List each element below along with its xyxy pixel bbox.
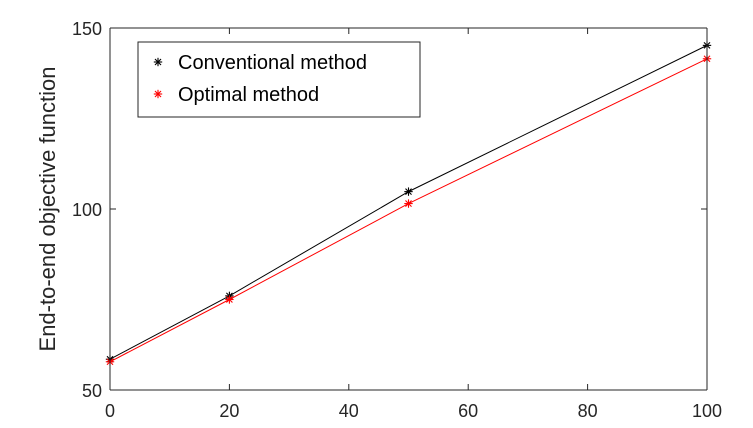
legend-marker-stroke <box>154 58 162 66</box>
legend-label: Optimal method <box>178 84 319 106</box>
series-2-point <box>404 199 413 208</box>
legend-marker <box>153 89 163 99</box>
series-1-line <box>109 44 708 360</box>
legend-marker-stroke <box>154 90 162 98</box>
x-tick-label: 60 <box>458 401 478 421</box>
legend-box <box>137 41 421 118</box>
x-tick-label: 20 <box>219 401 239 421</box>
series-1-point <box>404 187 413 196</box>
y-tick-label: 100 <box>72 200 102 220</box>
legend: Conventional method Optimal method <box>137 41 421 118</box>
x-tick-label: 80 <box>578 401 598 421</box>
series-1-point-stroke <box>405 188 412 196</box>
x-tick-label: 40 <box>339 401 359 421</box>
y-tick-label: 150 <box>72 19 102 39</box>
series-2-point-stroke <box>405 200 412 207</box>
axes-layer: 0 20 40 60 80 100 50 100 150 <box>72 19 722 421</box>
y-axis-label: End-to-end objective function <box>35 67 60 352</box>
legend-marker <box>153 57 163 67</box>
x-tick-label: 0 <box>105 401 115 421</box>
series-2-point <box>225 295 234 304</box>
legend-label: Conventional method <box>178 52 367 74</box>
series-2-point-stroke <box>225 296 233 303</box>
x-tick-label: 100 <box>692 401 722 421</box>
y-tick-label: 50 <box>82 381 102 401</box>
series-2-line <box>109 58 708 363</box>
